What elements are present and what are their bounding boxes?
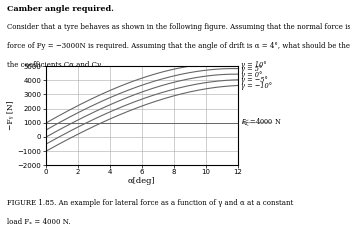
Text: γ = −10°: γ = −10° <box>241 82 272 90</box>
X-axis label: α[deg]: α[deg] <box>128 177 156 185</box>
Text: γ = 10°: γ = 10° <box>241 61 267 69</box>
Text: γ = 5°: γ = 5° <box>241 65 262 73</box>
Text: the coefficients Cα and Cγ.: the coefficients Cα and Cγ. <box>7 61 103 69</box>
Text: $F_z$ =4000 N: $F_z$ =4000 N <box>241 117 282 128</box>
Text: Camber angle required.: Camber angle required. <box>7 5 114 13</box>
Text: γ = −5°: γ = −5° <box>241 76 268 84</box>
Text: γ = 0°: γ = 0° <box>241 71 262 79</box>
Text: Consider that a tyre behaves as shown in the following figure. Assuming that the: Consider that a tyre behaves as shown in… <box>7 23 350 30</box>
Y-axis label: −Fᵧ [N]: −Fᵧ [N] <box>7 101 15 131</box>
Text: FIGURE 1.85. An example for lateral force as a function of γ and α at a constant: FIGURE 1.85. An example for lateral forc… <box>7 199 293 207</box>
Text: force of Fy = −3000N is required. Assuming that the angle of drift is α = 4°, wh: force of Fy = −3000N is required. Assumi… <box>7 42 350 50</box>
Text: load Fₓ = 4000 N.: load Fₓ = 4000 N. <box>7 218 71 226</box>
